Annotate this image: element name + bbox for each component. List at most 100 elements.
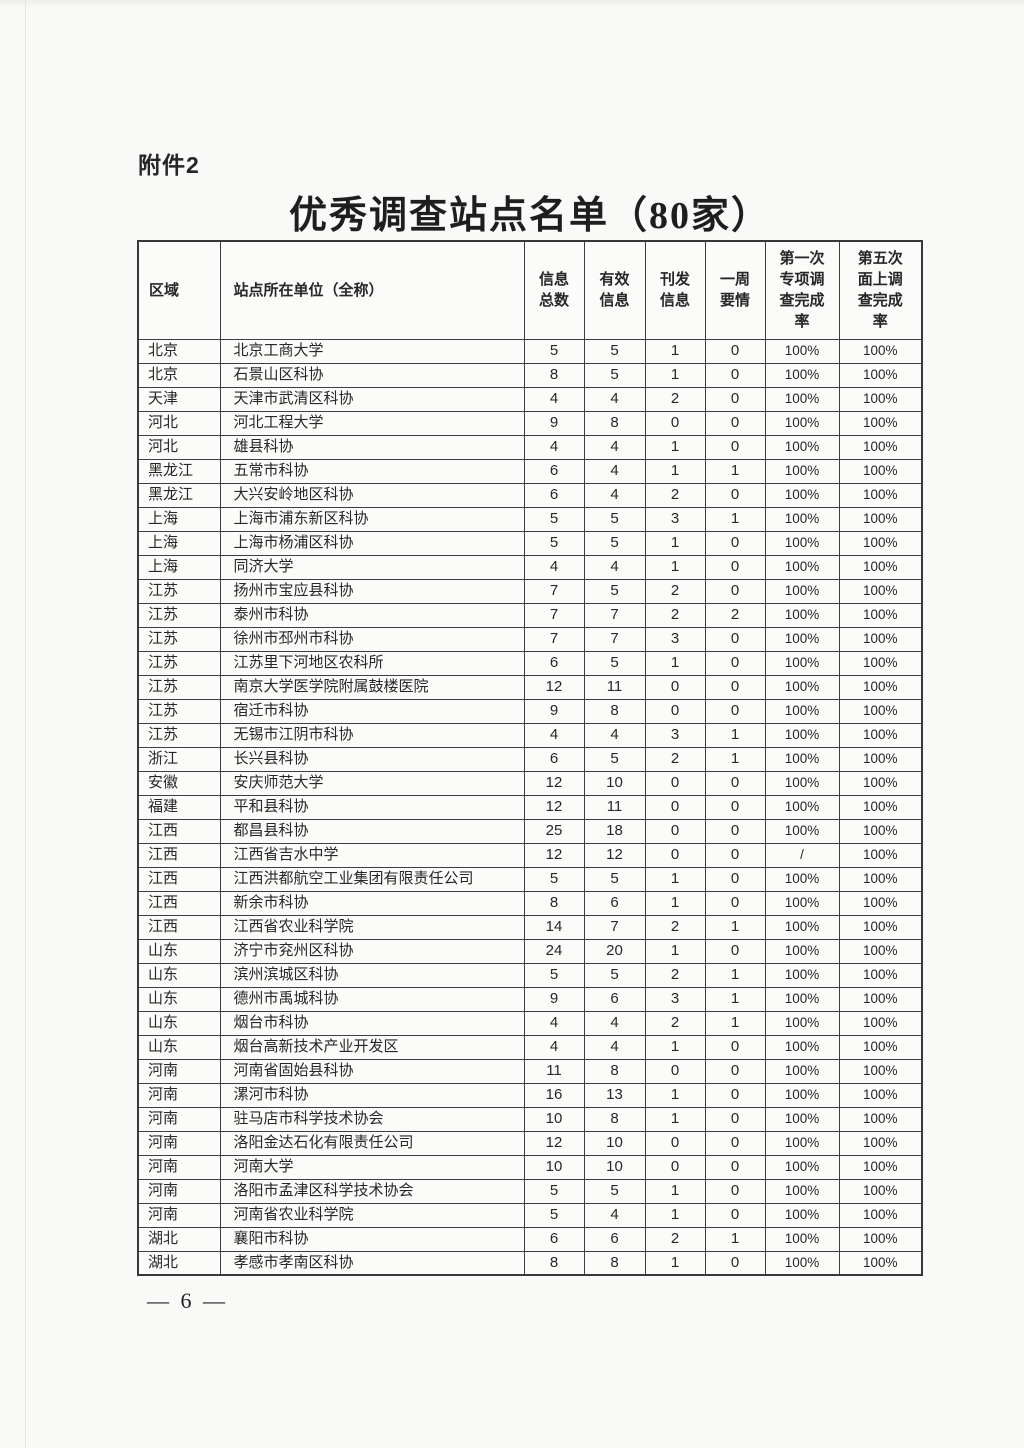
valid-info-cell: 6 bbox=[583, 986, 646, 1012]
published-info-cell: 1 bbox=[644, 866, 706, 892]
first-survey-rate-cell: 100% bbox=[764, 1178, 840, 1204]
total-info-cell: 4 bbox=[523, 722, 585, 748]
fifth-survey-rate-cell: 100% bbox=[838, 1058, 923, 1084]
table-row: 山东 烟台市科协 4 4 2 1 100% 100% bbox=[137, 1010, 923, 1036]
first-survey-rate-cell: 100% bbox=[764, 626, 840, 652]
fifth-survey-rate-cell: 100% bbox=[838, 1154, 923, 1180]
survey-station-table: 区域 站点所在单位（全称） 信息 总数 有效 信息 刊发 信息 一周 要情 第一次 专项调 … bbox=[137, 240, 923, 1276]
unit-cell: 河南省农业科学院 bbox=[219, 1202, 525, 1228]
table-row: 江苏 泰州市科协 7 7 2 2 100% 100% bbox=[137, 602, 923, 628]
published-info-cell: 1 bbox=[644, 938, 706, 964]
valid-info-cell: 5 bbox=[583, 530, 646, 556]
weekly-report-cell: 0 bbox=[704, 1106, 766, 1132]
published-info-cell: 1 bbox=[644, 530, 706, 556]
published-info-cell: 1 bbox=[644, 1202, 706, 1228]
first-survey-rate-cell: 100% bbox=[764, 722, 840, 748]
weekly-report-cell: 0 bbox=[704, 338, 766, 364]
first-survey-rate-cell: 100% bbox=[764, 482, 840, 508]
published-info-cell: 1 bbox=[644, 1106, 706, 1132]
region-cell: 河南 bbox=[137, 1178, 221, 1204]
weekly-report-cell: 0 bbox=[704, 890, 766, 916]
valid-info-cell: 20 bbox=[583, 938, 646, 964]
first-survey-rate-cell: 100% bbox=[764, 698, 840, 724]
weekly-report-cell: 1 bbox=[704, 746, 766, 772]
table-row: 上海 上海市浦东新区科协 5 5 3 1 100% 100% bbox=[137, 506, 923, 532]
total-info-cell: 6 bbox=[523, 650, 585, 676]
total-info-cell: 10 bbox=[523, 1154, 585, 1180]
published-info-cell: 1 bbox=[644, 434, 706, 460]
published-info-cell: 0 bbox=[644, 674, 706, 700]
valid-info-cell: 13 bbox=[583, 1082, 646, 1108]
valid-info-cell: 7 bbox=[583, 602, 646, 628]
fifth-survey-rate-cell: 100% bbox=[838, 554, 923, 580]
region-cell: 江苏 bbox=[137, 626, 221, 652]
published-info-cell: 3 bbox=[644, 626, 706, 652]
total-info-cell: 6 bbox=[523, 482, 585, 508]
column-header-valid-info: 有效 信息 bbox=[583, 240, 646, 340]
unit-cell: 泰州市科协 bbox=[219, 602, 525, 628]
table-body: 北京 北京工商大学 5 5 1 0 100% 100% 北京 石景山区科协 8 5 1 0 100% 100%… bbox=[137, 338, 923, 1276]
fifth-survey-rate-cell: 100% bbox=[838, 362, 923, 388]
total-info-cell: 5 bbox=[523, 1202, 585, 1228]
published-info-cell: 0 bbox=[644, 842, 706, 868]
total-info-cell: 5 bbox=[523, 962, 585, 988]
unit-cell: 长兴县科协 bbox=[219, 746, 525, 772]
first-survey-rate-cell: 100% bbox=[764, 506, 840, 532]
published-info-cell: 2 bbox=[644, 482, 706, 508]
first-survey-rate-cell: 100% bbox=[764, 530, 840, 556]
total-info-cell: 12 bbox=[523, 1130, 585, 1156]
region-cell: 江苏 bbox=[137, 698, 221, 724]
first-survey-rate-cell: 100% bbox=[764, 650, 840, 676]
valid-info-cell: 12 bbox=[583, 842, 646, 868]
published-info-cell: 0 bbox=[644, 818, 706, 844]
weekly-report-cell: 0 bbox=[704, 794, 766, 820]
total-info-cell: 12 bbox=[523, 770, 585, 796]
first-survey-rate-cell: 100% bbox=[764, 410, 840, 436]
region-cell: 河南 bbox=[137, 1082, 221, 1108]
unit-cell: 平和县科协 bbox=[219, 794, 525, 820]
weekly-report-cell: 0 bbox=[704, 842, 766, 868]
fifth-survey-rate-cell: 100% bbox=[838, 1178, 923, 1204]
fifth-survey-rate-cell: 100% bbox=[838, 482, 923, 508]
total-info-cell: 16 bbox=[523, 1082, 585, 1108]
unit-cell: 襄阳市科协 bbox=[219, 1226, 525, 1252]
weekly-report-cell: 1 bbox=[704, 986, 766, 1012]
table-row: 江西 江西省农业科学院 14 7 2 1 100% 100% bbox=[137, 914, 923, 940]
column-header-unit: 站点所在单位（全称） bbox=[219, 240, 525, 340]
published-info-cell: 1 bbox=[644, 554, 706, 580]
valid-info-cell: 8 bbox=[583, 1106, 646, 1132]
published-info-cell: 0 bbox=[644, 1154, 706, 1180]
total-info-cell: 12 bbox=[523, 842, 585, 868]
first-survey-rate-cell: 100% bbox=[764, 1082, 840, 1108]
total-info-cell: 6 bbox=[523, 458, 585, 484]
header-row: 区域 站点所在单位（全称） 信息 总数 有效 信息 刊发 信息 一周 要情 第一次 专项调 … bbox=[137, 240, 923, 340]
weekly-report-cell: 1 bbox=[704, 722, 766, 748]
unit-cell: 石景山区科协 bbox=[219, 362, 525, 388]
column-header-published-info: 刊发 信息 bbox=[644, 240, 706, 340]
unit-cell: 宿迁市科协 bbox=[219, 698, 525, 724]
region-cell: 江苏 bbox=[137, 722, 221, 748]
table-row: 河北 河北工程大学 9 8 0 0 100% 100% bbox=[137, 410, 923, 436]
unit-cell: 漯河市科协 bbox=[219, 1082, 525, 1108]
valid-info-cell: 4 bbox=[583, 1202, 646, 1228]
fifth-survey-rate-cell: 100% bbox=[838, 866, 923, 892]
weekly-report-cell: 0 bbox=[704, 626, 766, 652]
unit-cell: 扬州市宝应县科协 bbox=[219, 578, 525, 604]
first-survey-rate-cell: 100% bbox=[764, 1250, 840, 1276]
published-info-cell: 1 bbox=[644, 890, 706, 916]
table-row: 江苏 扬州市宝应县科协 7 5 2 0 100% 100% bbox=[137, 578, 923, 604]
weekly-report-cell: 0 bbox=[704, 818, 766, 844]
published-info-cell: 2 bbox=[644, 386, 706, 412]
unit-cell: 洛阳市孟津区科学技术协会 bbox=[219, 1178, 525, 1204]
published-info-cell: 0 bbox=[644, 410, 706, 436]
total-info-cell: 14 bbox=[523, 914, 585, 940]
unit-cell: 滨州滨城区科协 bbox=[219, 962, 525, 988]
region-cell: 福建 bbox=[137, 794, 221, 820]
fifth-survey-rate-cell: 100% bbox=[838, 1130, 923, 1156]
total-info-cell: 10 bbox=[523, 1106, 585, 1132]
weekly-report-cell: 1 bbox=[704, 1010, 766, 1036]
published-info-cell: 3 bbox=[644, 986, 706, 1012]
region-cell: 江西 bbox=[137, 842, 221, 868]
region-cell: 北京 bbox=[137, 362, 221, 388]
published-info-cell: 1 bbox=[644, 362, 706, 388]
